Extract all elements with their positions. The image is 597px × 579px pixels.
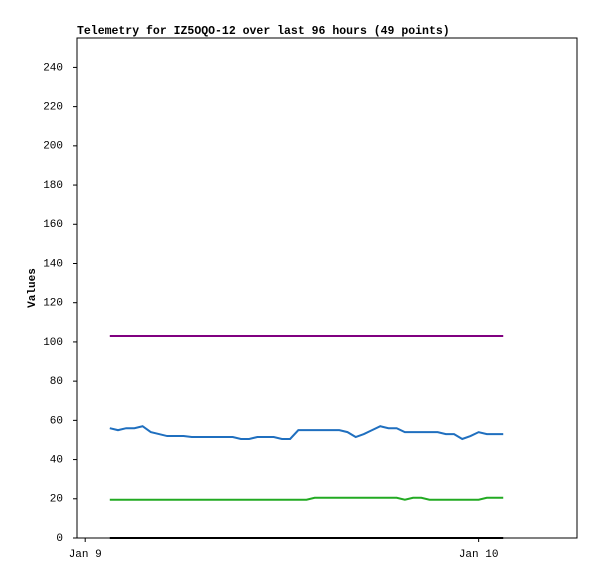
series-line — [109, 425, 504, 441]
y-tick-label: 100 — [43, 337, 63, 349]
series-line — [109, 496, 504, 501]
y-tick-label: 0 — [56, 533, 63, 545]
y-tick-label: 80 — [50, 376, 63, 388]
y-tick-label: 240 — [43, 62, 63, 74]
y-tick-label: 140 — [43, 258, 63, 270]
y-tick-label: 220 — [43, 102, 63, 114]
x-tick-label: Jan 9 — [69, 549, 102, 561]
y-tick-label: 160 — [43, 219, 63, 231]
y-tick-label: 60 — [50, 415, 63, 427]
y-tick-label: 200 — [43, 141, 63, 153]
x-tick-label: Jan 10 — [459, 549, 499, 561]
y-axis-label: Values — [27, 268, 39, 308]
chart-title: Telemetry for IZ5OQO-12 over last 96 hou… — [77, 25, 450, 38]
y-tick-label: 40 — [50, 454, 63, 466]
y-tick-label: 20 — [50, 494, 63, 506]
y-tick-label: 120 — [43, 298, 63, 310]
y-tick-label: 180 — [43, 180, 63, 192]
